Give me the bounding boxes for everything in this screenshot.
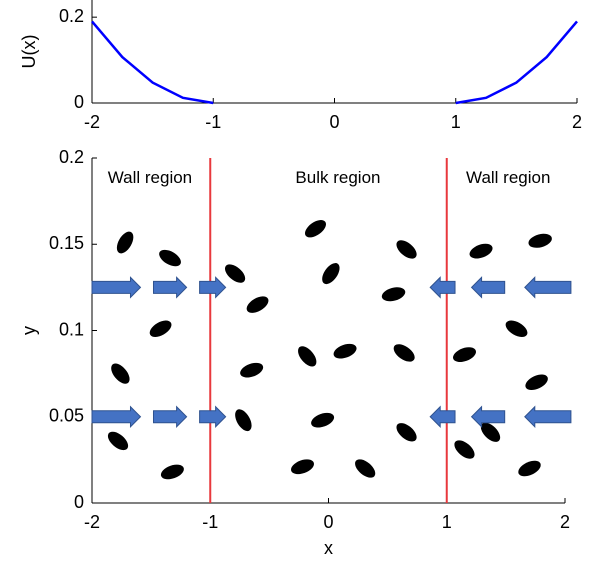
particle [240,362,264,378]
particle [505,320,528,338]
particle [518,460,541,477]
particle [480,422,501,442]
arrow [91,405,142,428]
region-label: Wall region [466,168,550,187]
particle [224,264,246,283]
y-tick-label: 0 [74,492,84,512]
curve [455,20,578,105]
particle [355,459,376,478]
y-axis-label: U(x) [19,35,39,69]
particle [525,374,548,391]
arrow [524,276,572,299]
particle [393,344,415,362]
particle [381,287,406,302]
particle [469,243,493,259]
arrow [91,276,142,299]
particle [246,296,269,313]
x-axis-label: x [324,538,333,558]
particle [107,431,129,451]
particle [454,440,475,459]
arrow [152,405,188,428]
particle [304,220,327,238]
arrow [199,276,227,299]
particle [290,459,314,475]
particle [311,412,335,428]
x-tick-label: -1 [205,112,221,132]
arrow [470,405,506,428]
y-tick-label: 0.2 [59,6,84,26]
particle [159,249,181,267]
particle [396,240,417,259]
arrow [429,405,456,428]
particle [235,409,252,432]
x-tick-label: -2 [84,112,100,132]
y-axis-label: y [19,326,39,335]
arrow [199,405,227,428]
arrow [429,276,456,299]
x-tick-label: 1 [451,112,461,132]
particle [149,320,172,338]
x-tick-label: 1 [442,512,452,532]
arrow [524,405,572,428]
particle [528,233,552,248]
particle [111,363,130,384]
arrow [470,276,506,299]
x-tick-label: 2 [560,512,570,532]
x-tick-label: 0 [329,112,339,132]
x-tick-label: -2 [84,512,100,532]
x-tick-label: -1 [202,512,218,532]
particle [160,464,184,480]
particle [452,347,476,363]
particle [396,423,417,442]
y-tick-label: 0.1 [59,319,84,339]
y-tick-label: 0.05 [49,406,84,426]
x-tick-label: 2 [572,112,582,132]
region-label: Bulk region [295,168,380,187]
particle [298,346,317,367]
y-tick-label: 0 [74,92,84,112]
region-label: Wall region [108,168,192,187]
particle [333,343,357,359]
particle [116,231,134,254]
y-tick-label: 0.15 [49,233,84,253]
arrow [152,276,188,299]
y-tick-label: 0.2 [59,147,84,167]
particle [322,263,340,285]
x-tick-label: 0 [323,512,333,532]
curve [91,20,214,105]
